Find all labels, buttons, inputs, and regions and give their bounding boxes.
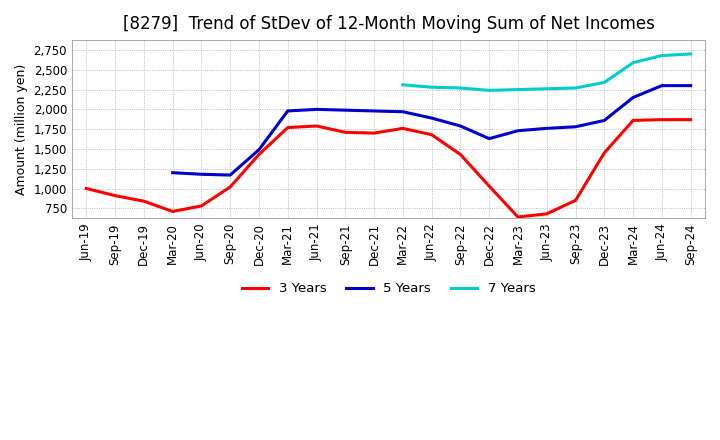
7 Years [571,85,580,91]
5 Years [629,95,637,100]
7 Years [513,87,522,92]
5 Years [197,172,206,177]
7 Years [542,86,551,92]
5 Years [341,107,350,113]
5 Years [542,126,551,131]
7 Years [399,82,408,88]
7 Years [600,80,608,85]
5 Years [686,83,695,88]
Line: 3 Years: 3 Years [86,120,690,217]
5 Years [399,109,408,114]
5 Years [312,107,321,112]
3 Years [485,183,493,189]
Line: 5 Years: 5 Years [173,86,690,175]
3 Years [513,214,522,220]
5 Years [284,108,292,114]
5 Years [226,172,235,178]
Y-axis label: Amount (million yen): Amount (million yen) [15,63,28,195]
5 Years [255,147,264,152]
3 Years [341,130,350,135]
3 Years [456,152,464,157]
Title: [8279]  Trend of StDev of 12-Month Moving Sum of Net Incomes: [8279] Trend of StDev of 12-Month Moving… [122,15,654,33]
3 Years [399,126,408,131]
3 Years [571,198,580,203]
3 Years [312,123,321,128]
3 Years [140,198,148,204]
3 Years [629,118,637,123]
3 Years [197,203,206,209]
5 Years [456,123,464,128]
3 Years [284,125,292,130]
5 Years [168,170,177,175]
Legend: 3 Years, 5 Years, 7 Years: 3 Years, 5 Years, 7 Years [236,277,541,301]
7 Years [629,60,637,65]
7 Years [456,85,464,91]
7 Years [686,51,695,57]
3 Years [111,193,120,198]
3 Years [82,186,91,191]
3 Years [427,132,436,137]
5 Years [370,108,379,114]
3 Years [370,131,379,136]
Line: 7 Years: 7 Years [403,54,690,90]
7 Years [485,88,493,93]
3 Years [168,209,177,214]
7 Years [657,53,666,58]
3 Years [600,150,608,155]
5 Years [485,136,493,141]
3 Years [657,117,666,122]
5 Years [571,124,580,129]
5 Years [600,118,608,123]
3 Years [255,152,264,157]
5 Years [427,115,436,121]
7 Years [427,84,436,90]
5 Years [513,128,522,133]
3 Years [542,211,551,216]
5 Years [657,83,666,88]
3 Years [686,117,695,122]
3 Years [226,184,235,190]
